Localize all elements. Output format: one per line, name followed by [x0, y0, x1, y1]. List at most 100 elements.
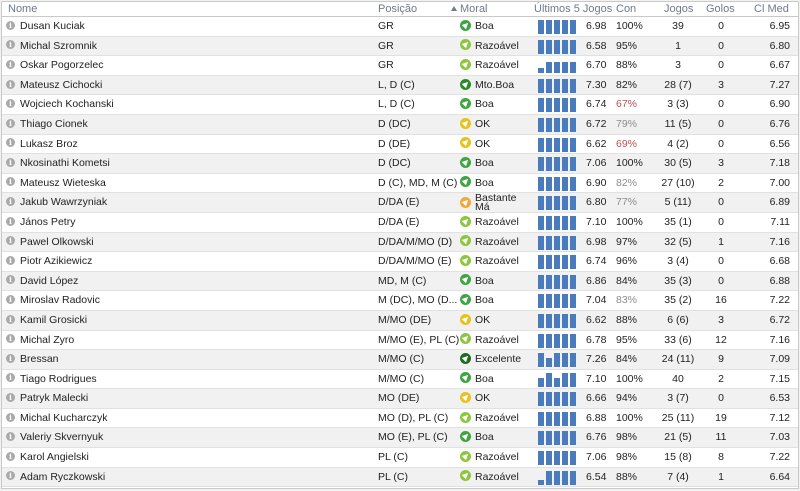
- form-bar: [546, 137, 552, 152]
- player-name[interactable]: Tiago Rodrigues: [20, 372, 97, 385]
- player-info-icon[interactable]: i: [6, 409, 17, 428]
- player-info-icon[interactable]: i: [6, 233, 17, 252]
- form-bar: [570, 451, 576, 466]
- table-row[interactable]: i Karol Angielski PL (C) Razoável 7.06 98% 15 …: [2, 448, 798, 468]
- average-rating: 7.15: [769, 372, 790, 385]
- player-info-icon[interactable]: i: [6, 213, 17, 232]
- player-info-icon[interactable]: i: [6, 56, 17, 75]
- table-row[interactable]: i Adam Ryczkowski PL (C) Razoável 6.54 88% 7 (…: [2, 467, 798, 488]
- player-info-icon[interactable]: i: [6, 331, 17, 350]
- morale-label: Razoável: [475, 451, 519, 464]
- player-info-icon[interactable]: i: [6, 272, 17, 291]
- player-name[interactable]: Piotr Azikiewicz: [20, 255, 93, 268]
- player-info-icon[interactable]: i: [6, 115, 17, 134]
- player-info-icon[interactable]: i: [6, 37, 17, 56]
- average-rating: 7.00: [769, 176, 790, 189]
- player-info-icon[interactable]: i: [6, 370, 17, 389]
- player-position: D (DE): [378, 137, 411, 150]
- player-name[interactable]: Oskar Pogorzelec: [20, 59, 104, 72]
- table-row[interactable]: i Mateusz Wieteska D (C), MD, M (C) Boa 6.90…: [2, 174, 798, 194]
- average-rating: 7.16: [769, 235, 790, 248]
- table-row[interactable]: i Miroslav Radovic M (DC), MO (D... Boa 7.04…: [2, 291, 798, 311]
- form-bar: [570, 98, 576, 113]
- player-info-icon[interactable]: i: [6, 135, 17, 154]
- col-header-games[interactable]: Jogos: [664, 3, 694, 15]
- player-name[interactable]: Nkosinathi Kometsi: [20, 157, 110, 170]
- player-name[interactable]: Wojciech Kochanski: [20, 98, 114, 111]
- form-bar: [554, 235, 560, 250]
- col-header-con[interactable]: Con: [616, 3, 637, 15]
- table-row[interactable]: i Michal Kucharczyk MO (D), PL (C) Razoável…: [2, 409, 798, 429]
- player-name[interactable]: Karol Angielski: [20, 451, 89, 464]
- last5-average: 6.98: [586, 235, 607, 248]
- player-name[interactable]: Thiago Cionek: [20, 117, 88, 130]
- table-row[interactable]: i Tiago Rodrigues M/MO (C) Boa 7.10 100% 40 2 7.…: [2, 370, 798, 390]
- table-row[interactable]: i Jakub Wawrzyniak D/DA (E) Bastante Má 6.80 7…: [2, 193, 798, 213]
- form-bar: [570, 274, 576, 289]
- player-name[interactable]: Mateusz Cichocki: [20, 78, 103, 91]
- player-name[interactable]: Valeriy Skvernyuk: [20, 431, 104, 444]
- games: 24 (11): [661, 353, 695, 366]
- table-row[interactable]: i Valeriy Skvernyuk MO (E), PL (C) Boa 6.76 9…: [2, 428, 798, 449]
- player-info-icon[interactable]: i: [6, 311, 17, 330]
- table-row[interactable]: i János Petry D/DA (E) Razoável 7.10 100% 35 (…: [2, 213, 798, 233]
- player-name[interactable]: Pawel Olkowski: [20, 235, 94, 248]
- player-name[interactable]: János Petry: [20, 215, 76, 228]
- table-row[interactable]: i Thiago Cionek D (DC) OK 6.72 79% 11 (5) 0 6.76: [2, 114, 798, 135]
- player-name[interactable]: Jakub Wawrzyniak: [20, 196, 108, 209]
- player-name[interactable]: Dusan Kuciak: [20, 20, 85, 32]
- table-row[interactable]: i Pawel Olkowski D/DA/M/MO (D) Razoável 6.98…: [2, 232, 798, 253]
- form-bar: [570, 62, 576, 74]
- col-header-position[interactable]: Posição: [378, 3, 418, 15]
- table-row[interactable]: i Piotr Azikiewicz D/DA/M/MO (E) Razoável 6.…: [2, 252, 798, 272]
- form-bar: [554, 353, 560, 368]
- table-row[interactable]: i Michal Zyro M/MO (E), PL (C) Razoável 6.78…: [2, 331, 798, 351]
- player-name[interactable]: Patryk Malecki: [20, 392, 89, 405]
- player-info-icon[interactable]: i: [6, 448, 17, 467]
- player-info-icon[interactable]: i: [6, 350, 17, 369]
- morale-icon: [460, 58, 471, 70]
- table-row[interactable]: i David López MD, M (C) Boa 6.86 84% 35 (3) 0 6.…: [2, 271, 798, 292]
- col-header-avg-rating[interactable]: Cl Med: [754, 3, 789, 15]
- player-info-icon[interactable]: i: [6, 154, 17, 173]
- table-row[interactable]: i Mateusz Cichocki L, D (C) Mto.Boa 7.30 82% 2…: [2, 75, 798, 96]
- player-info-icon[interactable]: i: [6, 468, 17, 487]
- player-info-icon[interactable]: i: [6, 76, 17, 95]
- table-row[interactable]: i Dusan Kuciak GR Boa 6.98 100% 39 0 6.95: [2, 17, 798, 37]
- player-name[interactable]: David López: [20, 274, 79, 287]
- table-row[interactable]: i Kamil Grosicki M/MO (DE) OK 6.62 88% 6 (6) 3 6…: [2, 310, 798, 331]
- table-row[interactable]: i Patryk Malecki MO (DE) OK 6.66 94% 3 (7) 0 6.5…: [2, 389, 798, 409]
- morale-label: Boa: [475, 176, 494, 189]
- player-name[interactable]: Michal Szromnik: [20, 39, 98, 52]
- player-info-icon[interactable]: i: [6, 174, 17, 193]
- player-name[interactable]: Michal Kucharczyk: [20, 411, 108, 424]
- table-row[interactable]: i Bressan M/MO (C) Excelente 7.26 84% 24 (11) 9…: [2, 350, 798, 370]
- player-info-icon[interactable]: i: [6, 193, 17, 212]
- player-name[interactable]: Mateusz Wieteska: [20, 176, 106, 189]
- player-name[interactable]: Michal Zyro: [20, 333, 75, 346]
- table-header: Nome Posição Moral Últimos 5 Jogos Con J…: [2, 2, 798, 17]
- col-header-name[interactable]: Nome: [8, 3, 38, 15]
- player-name[interactable]: Kamil Grosicki: [20, 313, 88, 326]
- player-info-icon[interactable]: i: [6, 428, 17, 447]
- col-header-last5[interactable]: Últimos 5 Jogos: [534, 3, 613, 15]
- player-info-icon[interactable]: i: [6, 252, 17, 271]
- player-name[interactable]: Adam Ryczkowski: [20, 470, 106, 483]
- col-header-morale[interactable]: Moral: [460, 3, 488, 15]
- player-info-icon[interactable]: i: [6, 389, 17, 408]
- table-row[interactable]: i Wojciech Kochanski L, D (C) Boa 6.74 67% 3 (…: [2, 95, 798, 115]
- col-header-goals[interactable]: Golos: [706, 3, 735, 15]
- player-name[interactable]: Bressan: [20, 353, 59, 366]
- table-row[interactable]: i Oskar Pogorzelec GR Razoável 6.70 88% 3 0 6.67: [2, 56, 798, 76]
- table-row[interactable]: i Nkosinathi Kometsi D (DC) Boa 7.06 100% 30 (…: [2, 154, 798, 174]
- morale-cell: Razoável: [460, 468, 519, 487]
- table-row[interactable]: i Michal Szromnik GR Razoável 6.58 95% 1 0 6.80: [2, 36, 798, 57]
- table-row[interactable]: i Lukasz Broz D (DE) OK 6.62 69% 4 (2) 0 6.56: [2, 135, 798, 155]
- morale-cell: OK: [460, 115, 490, 134]
- player-info-icon[interactable]: i: [6, 17, 17, 36]
- morale-label: OK: [475, 313, 491, 326]
- player-name[interactable]: Miroslav Radovic: [20, 294, 100, 307]
- player-info-icon[interactable]: i: [6, 95, 17, 114]
- player-name[interactable]: Lukasz Broz: [20, 137, 78, 150]
- player-info-icon[interactable]: i: [6, 291, 17, 310]
